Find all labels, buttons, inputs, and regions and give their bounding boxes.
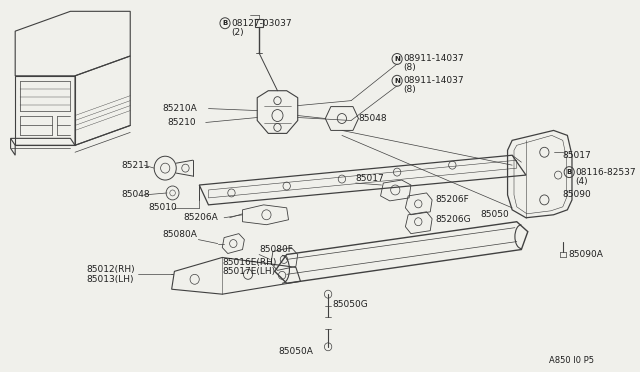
Text: 85210: 85210 (167, 118, 196, 127)
Text: 85206F: 85206F (436, 195, 470, 204)
Text: 85050: 85050 (480, 210, 509, 219)
Text: 85206A: 85206A (184, 213, 218, 222)
Text: 08911-14037: 08911-14037 (404, 76, 464, 85)
Text: (8): (8) (404, 63, 416, 73)
Text: (2): (2) (232, 28, 244, 37)
Text: 08911-14037: 08911-14037 (404, 54, 464, 64)
Text: 85010: 85010 (148, 203, 177, 212)
Text: 85050A: 85050A (278, 347, 314, 356)
Text: 85090: 85090 (563, 190, 591, 199)
Text: 85211: 85211 (121, 161, 150, 170)
Text: 85012(RH): 85012(RH) (86, 265, 134, 274)
Text: 85090A: 85090A (568, 250, 603, 259)
Text: 85206G: 85206G (436, 215, 472, 224)
Text: N: N (394, 78, 400, 84)
Text: 85017: 85017 (356, 174, 385, 183)
Text: 85080A: 85080A (163, 230, 197, 239)
Text: B: B (222, 20, 228, 26)
Text: 85017E(LH): 85017E(LH) (222, 267, 275, 276)
Text: 85210A: 85210A (163, 104, 197, 113)
Text: (4): (4) (575, 177, 588, 186)
Text: (8): (8) (404, 85, 416, 94)
Text: 85080F: 85080F (259, 245, 293, 254)
Text: 85048: 85048 (121, 190, 150, 199)
Text: 85017: 85017 (563, 151, 591, 160)
Text: N: N (394, 56, 400, 62)
Text: 85013(LH): 85013(LH) (86, 275, 134, 284)
Text: 85048: 85048 (358, 114, 387, 123)
Text: A850 I0 P5: A850 I0 P5 (549, 356, 594, 365)
Text: 08116-82537: 08116-82537 (575, 168, 636, 177)
Text: B: B (566, 169, 572, 175)
Text: 85050G: 85050G (333, 299, 369, 309)
Text: 85016E(RH): 85016E(RH) (222, 258, 276, 267)
Text: 08127-03037: 08127-03037 (232, 19, 292, 28)
